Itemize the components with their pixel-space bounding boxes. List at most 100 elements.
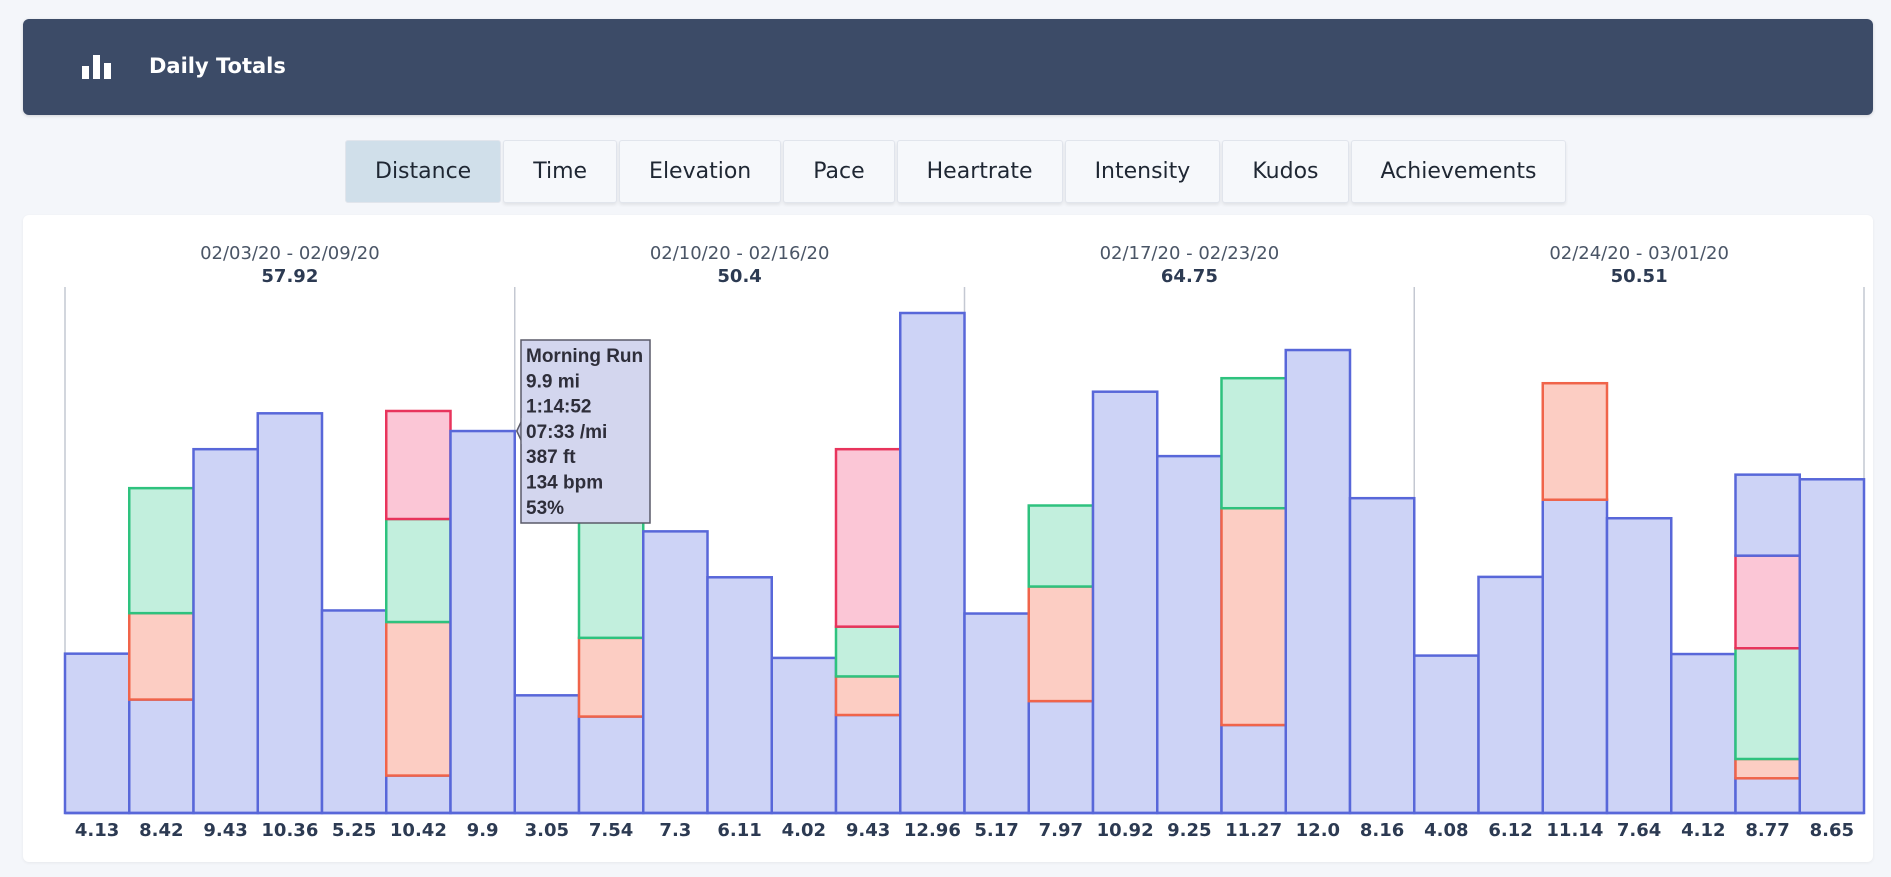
bar-segment-orange[interactable] <box>834 675 902 717</box>
tab-achievements[interactable]: Achievements <box>1350 140 1567 203</box>
x-tick-label: 10.42 <box>390 820 447 841</box>
bar-segment-base[interactable] <box>899 311 966 815</box>
bar-segment-base[interactable] <box>320 609 388 815</box>
x-tick-label: 12.96 <box>904 820 961 841</box>
x-tick-label: 10.36 <box>261 820 318 841</box>
tooltip-line: Morning Run <box>526 346 643 367</box>
bar-segment-base[interactable] <box>1156 454 1223 815</box>
bar-segment-base[interactable] <box>385 774 452 815</box>
week-range-label: 02/17/20 - 02/23/20 <box>1100 243 1280 264</box>
bar-segment-orange[interactable] <box>1734 757 1801 780</box>
bar-segment-base[interactable] <box>1091 390 1159 815</box>
x-tick-label: 8.16 <box>1360 820 1404 841</box>
x-tick-label: 7.54 <box>589 820 633 841</box>
bar-segment-green[interactable] <box>128 486 195 615</box>
bar-segment-base[interactable] <box>770 656 838 815</box>
bar-segment-base[interactable] <box>256 412 324 815</box>
bar-segment-base[interactable] <box>1220 723 1287 815</box>
tooltip-pointer-join <box>521 418 524 444</box>
bar-segment-base[interactable] <box>1734 777 1801 815</box>
x-tick-label: 9.9 <box>467 820 499 841</box>
bar-segment-green[interactable] <box>834 625 902 678</box>
x-tick-label: 4.12 <box>1681 820 1725 841</box>
bar-segment-base[interactable] <box>1734 473 1801 557</box>
bar-segment-green[interactable] <box>1734 647 1801 761</box>
tooltip-line: 134 bpm <box>526 473 603 494</box>
tooltip-line: 07:33 /mi <box>526 422 607 443</box>
bar-segment-orange[interactable] <box>1220 506 1287 727</box>
bar-segment-green[interactable] <box>577 520 645 640</box>
bar-segment-base[interactable] <box>1027 699 1095 815</box>
tooltip-line: 53% <box>526 498 564 519</box>
bar-segment-base[interactable] <box>642 530 709 815</box>
week-range-label: 02/10/20 - 02/16/20 <box>650 243 830 264</box>
bar-segment-green[interactable] <box>1027 504 1095 588</box>
tab-distance[interactable]: Distance <box>345 140 502 203</box>
bar-segment-base[interactable] <box>128 698 195 815</box>
tab-pace[interactable]: Pace <box>783 140 895 203</box>
tab-intensity[interactable]: Intensity <box>1064 140 1221 203</box>
bar-segment-green[interactable] <box>1220 376 1287 510</box>
x-tick-label: 8.77 <box>1745 820 1789 841</box>
x-tick-label: 5.25 <box>332 820 376 841</box>
x-tick-label: 11.14 <box>1546 820 1603 841</box>
bar-segment-base[interactable] <box>1413 654 1480 815</box>
tooltip-box <box>520 339 651 524</box>
week-total-label: 64.75 <box>1161 266 1218 287</box>
bar-segment-base[interactable] <box>1670 652 1737 815</box>
tooltip-line: 387 ft <box>526 447 576 468</box>
bar-segment-pink[interactable] <box>1734 554 1801 650</box>
week-total-label: 57.92 <box>261 266 318 287</box>
bar-segment-base[interactable] <box>1348 496 1416 815</box>
x-tick-label: 8.42 <box>139 820 183 841</box>
tab-kudos[interactable]: Kudos <box>1222 140 1349 203</box>
tooltip-line: 9.9 mi <box>526 371 580 392</box>
tab-heartrate[interactable]: Heartrate <box>896 140 1063 203</box>
x-tick-label: 7.64 <box>1617 820 1661 841</box>
bar-segment-pink[interactable] <box>834 447 902 628</box>
tooltip-line: 1:14:52 <box>526 397 592 418</box>
tab-time[interactable]: Time <box>503 140 618 203</box>
bar-segment-base[interactable] <box>1605 516 1673 815</box>
bar-segment-base[interactable] <box>834 713 902 815</box>
tab-elevation[interactable]: Elevation <box>619 140 782 203</box>
bar-segment-base[interactable] <box>577 715 645 815</box>
x-tick-label: 9.43 <box>846 820 890 841</box>
bar-segment-orange[interactable] <box>128 611 195 701</box>
bar-segment-base[interactable] <box>513 694 581 815</box>
metric-tabs: Distance Time Elevation Pace Heartrate I… <box>345 140 1567 204</box>
bar-chart-icon <box>82 55 111 79</box>
bar-segment-base[interactable] <box>192 447 259 815</box>
x-labels: 4.13 8.42 9.43 10.36 5.25 10.42 9.9 3.05 7.54 7.3… <box>75 820 1854 841</box>
bar-segment-base[interactable] <box>1477 575 1544 815</box>
bar-segment-base[interactable] <box>449 429 516 815</box>
x-tick-label: 10.92 <box>1097 820 1154 841</box>
x-tick-label: 6.12 <box>1488 820 1532 841</box>
x-tick-label: 9.43 <box>203 820 247 841</box>
week-range-label: 02/24/20 - 03/01/20 <box>1549 243 1729 264</box>
week-total-label: 50.4 <box>717 266 761 287</box>
x-tick-label: 11.27 <box>1225 820 1282 841</box>
week-total-label: 50.51 <box>1611 266 1668 287</box>
bar-segment-base[interactable] <box>1798 478 1866 815</box>
x-tick-label: 6.11 <box>717 820 761 841</box>
page-header: Daily Totals <box>23 19 1873 115</box>
x-tick-label: 4.08 <box>1424 820 1468 841</box>
bar-segment-orange[interactable] <box>1541 381 1609 501</box>
bar-segment-orange[interactable] <box>385 620 452 777</box>
x-tick-label: 4.13 <box>75 820 119 841</box>
bar-segment-base[interactable] <box>1541 498 1609 815</box>
bar-segment-base[interactable] <box>63 652 131 815</box>
bar-segment-pink[interactable] <box>385 409 452 521</box>
x-tick-label: 3.05 <box>525 820 569 841</box>
bar-segment-base[interactable] <box>706 576 773 815</box>
bar-segment-orange[interactable] <box>577 636 645 718</box>
x-tick-label: 5.17 <box>974 820 1018 841</box>
bar-segment-orange[interactable] <box>1027 585 1095 703</box>
bar-segment-base[interactable] <box>1284 348 1352 815</box>
page-title: Daily Totals <box>149 54 286 78</box>
bar-segment-green[interactable] <box>385 517 452 624</box>
bar-segment-base[interactable] <box>963 612 1030 815</box>
x-tick-label: 9.25 <box>1167 820 1211 841</box>
